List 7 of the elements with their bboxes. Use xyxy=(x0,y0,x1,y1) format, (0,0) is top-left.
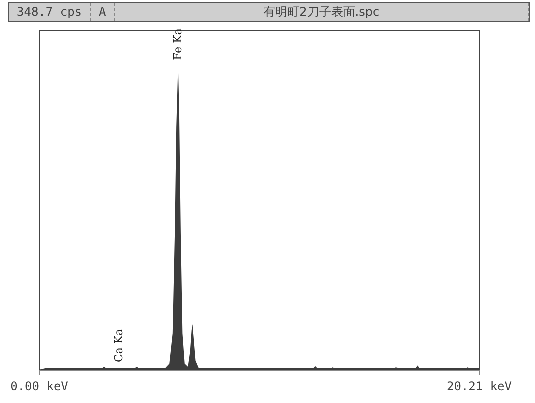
annotation: Fe Ka xyxy=(171,28,184,60)
x-tick-label: 20.21 keV xyxy=(446,380,512,394)
text: A xyxy=(91,3,116,21)
text: 348.7 cps xyxy=(9,3,92,21)
chart-title: 有明町2刀子表面.spc xyxy=(115,3,529,21)
annotation: Ca Ka xyxy=(112,328,126,362)
x-tick-label: 0.00 keV xyxy=(10,380,68,394)
